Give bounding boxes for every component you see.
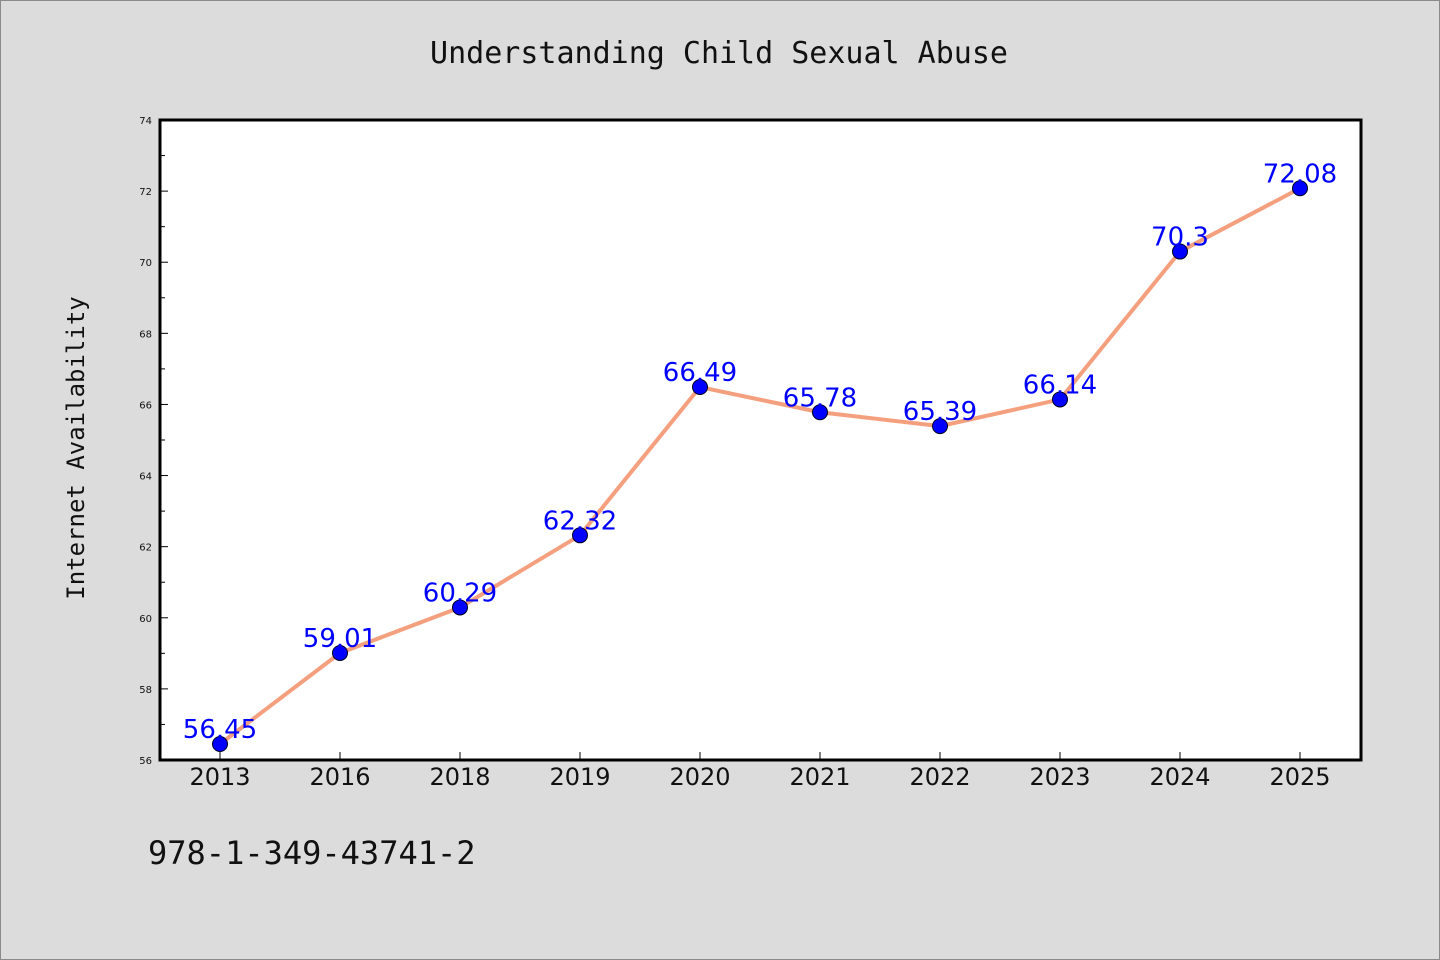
y-tick-label: 60 bbox=[139, 614, 152, 625]
x-tick-label: 2024 bbox=[1149, 763, 1210, 791]
y-tick-label: 68 bbox=[139, 329, 152, 340]
y-axis-label: Internet Availability bbox=[62, 296, 90, 599]
x-tick-label: 2021 bbox=[789, 763, 850, 791]
data-label: 56.45 bbox=[183, 715, 257, 745]
x-tick-label: 2023 bbox=[1029, 763, 1090, 791]
y-tick-label: 74 bbox=[139, 116, 152, 127]
data-point bbox=[332, 644, 348, 661]
x-axis-ticks: 2013 2016 2018 2019 2020 2021 2022 2023 2024 2025 bbox=[189, 752, 1331, 791]
y-tick-label: 58 bbox=[139, 685, 152, 696]
data-label: 66.49 bbox=[663, 358, 737, 388]
x-tick-label: 2020 bbox=[669, 763, 730, 791]
data-point bbox=[1052, 391, 1068, 408]
data-point bbox=[1172, 243, 1188, 260]
x-tick-label: 2022 bbox=[909, 763, 970, 791]
x-tick-label: 2025 bbox=[1269, 763, 1330, 791]
y-tick-label: 72 bbox=[139, 187, 152, 198]
data-label: 65.39 bbox=[903, 397, 977, 427]
data-label: 62.32 bbox=[543, 506, 617, 536]
y-tick-label: 56 bbox=[139, 756, 152, 767]
data-label: 59.01 bbox=[303, 624, 377, 654]
x-tick-label: 2018 bbox=[429, 763, 490, 791]
data-label: 65.78 bbox=[783, 383, 857, 413]
y-tick-label: 64 bbox=[139, 472, 152, 483]
data-point bbox=[812, 404, 828, 421]
data-label: 60.29 bbox=[423, 578, 497, 608]
isbn-footer: 978-1-349-43741-2 bbox=[148, 834, 476, 872]
x-tick-label: 2019 bbox=[549, 763, 610, 791]
data-point bbox=[932, 418, 948, 435]
data-point bbox=[212, 736, 228, 752]
data-point bbox=[452, 599, 468, 616]
data-label: 72.08 bbox=[1263, 159, 1337, 189]
data-label: 66.14 bbox=[1023, 370, 1097, 400]
data-label: 70.3 bbox=[1151, 223, 1209, 253]
data-point bbox=[572, 527, 588, 544]
data-point bbox=[692, 379, 708, 396]
x-tick-label: 2013 bbox=[189, 763, 250, 791]
series-line bbox=[218, 186, 1301, 746]
data-point bbox=[1292, 180, 1308, 197]
chart-title: Understanding Child Sexual Abuse bbox=[430, 36, 1008, 71]
series-group: 56.45 59.01 60.29 62.32 66.49 65.78 65.39 66.14… bbox=[183, 159, 1337, 752]
plot-area bbox=[160, 120, 1361, 760]
y-tick-label: 66 bbox=[139, 400, 152, 411]
y-tick-label: 70 bbox=[139, 258, 152, 269]
plot-border bbox=[158, 118, 1363, 762]
y-tick-label: 62 bbox=[139, 543, 152, 554]
x-tick-label: 2016 bbox=[309, 763, 370, 791]
